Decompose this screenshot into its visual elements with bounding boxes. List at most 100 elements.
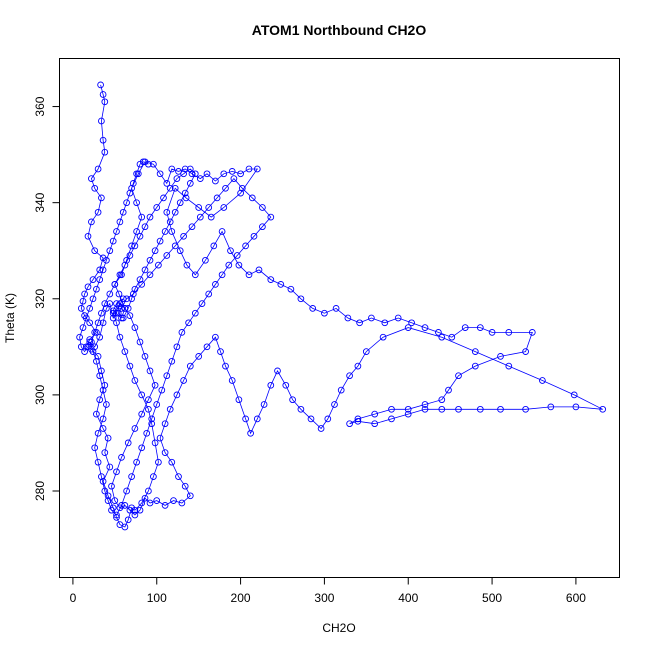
data-point xyxy=(89,348,97,355)
data-point xyxy=(505,362,513,370)
data-point xyxy=(98,194,105,202)
data-point xyxy=(307,415,315,423)
data-point xyxy=(228,377,236,384)
data-point xyxy=(150,160,157,168)
data-point xyxy=(181,189,189,197)
data-point xyxy=(119,314,127,322)
data-point xyxy=(156,434,164,442)
data-point xyxy=(77,343,85,351)
data-point xyxy=(218,228,226,235)
data-point xyxy=(104,434,112,442)
data-point xyxy=(448,333,456,341)
data-point xyxy=(205,204,213,211)
data-point xyxy=(438,405,446,413)
data-point xyxy=(123,295,130,303)
data-point xyxy=(131,506,139,514)
data-point xyxy=(161,228,169,235)
data-point xyxy=(79,297,87,305)
data-point xyxy=(86,319,94,327)
data-point xyxy=(186,362,194,370)
data-point xyxy=(570,391,578,399)
data-point xyxy=(96,333,104,341)
data-point xyxy=(528,329,536,336)
data-point xyxy=(237,170,244,178)
data-point xyxy=(101,449,109,456)
data-point xyxy=(145,160,152,168)
data-point xyxy=(123,256,130,264)
data-point xyxy=(435,329,442,336)
data-point xyxy=(93,410,100,418)
data-point xyxy=(191,271,199,279)
data-point xyxy=(250,232,258,240)
data-point xyxy=(237,189,244,197)
data-point xyxy=(136,506,144,514)
data-point xyxy=(123,487,130,495)
data-point xyxy=(126,252,134,259)
data-point xyxy=(476,324,484,331)
x-tick-label: 0 xyxy=(70,591,77,605)
data-point xyxy=(455,405,462,413)
data-point xyxy=(408,319,415,327)
data-point xyxy=(267,276,275,283)
data-point xyxy=(138,213,146,221)
data-point xyxy=(91,184,99,192)
data-point xyxy=(227,247,234,255)
data-point xyxy=(388,415,395,423)
data-point xyxy=(108,482,115,490)
data-point xyxy=(146,499,154,507)
data-point xyxy=(381,319,389,327)
data-point xyxy=(188,170,196,178)
x-axis: 0 100 200 300 400 500 600 xyxy=(70,577,586,605)
data-point xyxy=(121,261,129,269)
data-point xyxy=(138,444,146,452)
y-tick-label: 300 xyxy=(33,385,47,405)
data-point xyxy=(113,309,120,317)
data-point xyxy=(379,333,387,341)
data-point xyxy=(94,319,102,327)
data-point xyxy=(101,148,109,156)
data-point xyxy=(354,417,362,425)
data-point xyxy=(128,242,135,250)
data-point xyxy=(88,338,95,346)
data-point xyxy=(131,511,139,519)
data-point xyxy=(133,228,140,235)
data-point xyxy=(118,502,125,509)
data-point xyxy=(114,309,122,317)
data-point xyxy=(173,391,181,399)
data-point xyxy=(111,497,119,504)
data-point xyxy=(368,314,375,322)
data-point xyxy=(113,300,120,307)
data-point xyxy=(82,314,90,322)
data-point xyxy=(133,199,140,207)
data-point xyxy=(274,367,281,375)
data-point xyxy=(178,499,186,507)
data-point xyxy=(101,98,109,106)
data-point xyxy=(176,247,184,255)
data-point xyxy=(297,405,305,413)
x-tick-label: 200 xyxy=(231,591,251,605)
data-point xyxy=(91,444,99,452)
data-point xyxy=(356,319,363,327)
data-point xyxy=(421,401,429,408)
data-point xyxy=(124,305,132,312)
data-point xyxy=(146,271,154,279)
data-point xyxy=(171,184,179,192)
data-point xyxy=(247,429,254,437)
data-point xyxy=(138,391,146,399)
data-point xyxy=(124,439,132,447)
x-tick-label: 300 xyxy=(314,591,334,605)
data-point xyxy=(118,305,125,312)
data-point xyxy=(168,357,176,365)
data-point xyxy=(471,348,479,355)
data-point xyxy=(181,165,189,173)
data-point xyxy=(220,204,228,211)
data-point xyxy=(497,405,504,413)
data-point xyxy=(210,242,218,250)
data-point xyxy=(242,415,249,423)
data-point xyxy=(91,343,99,351)
data-point xyxy=(113,511,120,519)
data-point xyxy=(354,415,362,423)
data-point xyxy=(151,381,159,389)
data-point xyxy=(104,492,112,500)
data-point xyxy=(522,405,529,413)
